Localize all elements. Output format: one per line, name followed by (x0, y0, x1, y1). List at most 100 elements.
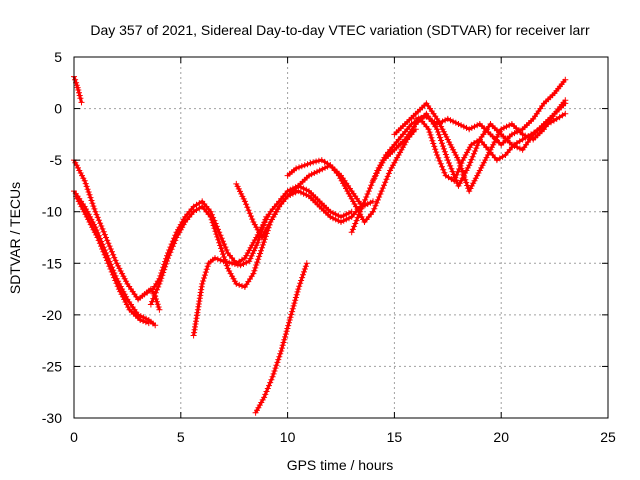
series-trace (350, 112, 567, 233)
data-point (157, 278, 164, 284)
data-point (446, 139, 453, 146)
data-point (506, 122, 513, 129)
data-point (73, 162, 80, 169)
data-point (199, 280, 206, 287)
data-point (123, 301, 130, 308)
data-series-9 (252, 260, 310, 416)
data-point (287, 314, 294, 321)
data-point (104, 257, 110, 264)
data-point (90, 203, 97, 210)
data-point (254, 407, 260, 414)
data-point (360, 199, 367, 206)
data-point (274, 359, 281, 366)
data-point (123, 278, 130, 285)
data-point (263, 213, 270, 220)
data-point (390, 162, 396, 169)
data-point (220, 251, 226, 258)
data-point (437, 160, 444, 167)
y-tick-label: -25 (42, 358, 62, 374)
data-point (263, 388, 270, 395)
data-point (204, 263, 211, 270)
data-point (213, 231, 220, 238)
data-point (446, 160, 452, 166)
data-point (343, 216, 350, 223)
data-point (279, 342, 286, 349)
data-point (466, 188, 473, 195)
data-point (149, 298, 156, 305)
data-point (250, 219, 257, 225)
grid (74, 57, 608, 418)
data-point (221, 241, 228, 248)
data-point (457, 162, 464, 169)
data-point (441, 169, 448, 176)
data-point (364, 201, 371, 207)
data-point (428, 134, 435, 141)
data-point (80, 175, 87, 182)
data-point (155, 283, 162, 290)
data-point (98, 243, 105, 250)
data-point (104, 237, 111, 244)
data-point (76, 92, 83, 99)
data-point (462, 176, 469, 183)
data-point (374, 196, 381, 203)
data-point (463, 124, 470, 131)
data-point (266, 211, 273, 218)
data-point (397, 149, 404, 156)
data-point (233, 280, 240, 287)
data-point (301, 268, 307, 275)
data-point (100, 248, 107, 255)
data-point (83, 183, 90, 190)
data-point (241, 198, 248, 205)
data-point (93, 211, 100, 218)
data-point (87, 221, 94, 228)
data-point (72, 159, 79, 166)
data-point (480, 159, 487, 166)
data-point (458, 177, 465, 184)
data-point (486, 149, 493, 156)
data-point (179, 224, 186, 231)
data-point (117, 268, 124, 274)
data-point (97, 220, 104, 227)
data-point (442, 117, 449, 124)
data-point (95, 217, 102, 224)
data-point (401, 141, 408, 148)
data-point (110, 251, 117, 258)
data-point (172, 237, 179, 244)
data-point (248, 252, 255, 259)
data-point (313, 158, 320, 165)
data-point (86, 219, 93, 225)
data-point (244, 204, 251, 211)
data-point (236, 281, 243, 288)
data-point (371, 205, 378, 212)
data-point (94, 214, 101, 221)
data-point (373, 199, 380, 206)
data-point (253, 262, 260, 268)
data-point (378, 162, 384, 169)
data-point (229, 273, 236, 280)
data-point (279, 345, 285, 352)
data-point (252, 245, 259, 251)
data-point (514, 144, 521, 151)
data-point (106, 243, 113, 250)
data-point (121, 296, 128, 303)
data-point (469, 153, 476, 160)
data-point (264, 385, 271, 392)
data-point (294, 288, 301, 295)
data-point (119, 270, 126, 277)
data-point (316, 167, 323, 174)
data-point (112, 257, 119, 264)
data-point (388, 164, 395, 171)
data-series-6 (190, 213, 270, 339)
data-point (438, 123, 445, 130)
data-point (91, 229, 98, 236)
data-point (337, 175, 344, 182)
data-point (161, 266, 168, 273)
data-point (301, 266, 308, 272)
data-point (444, 115, 451, 122)
data-point (443, 154, 450, 161)
data-point (371, 175, 378, 182)
data-point (356, 211, 362, 218)
data-point (430, 140, 437, 147)
data-point (466, 144, 473, 151)
data-point (503, 123, 510, 130)
